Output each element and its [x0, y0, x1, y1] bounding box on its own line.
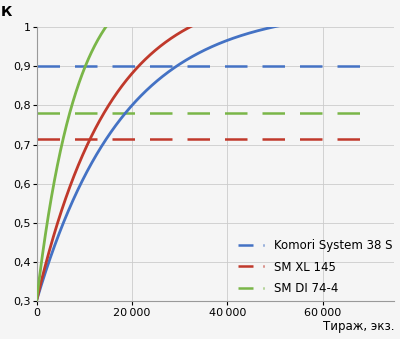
X-axis label: Тираж, экз.: Тираж, экз.	[323, 320, 394, 334]
Text: К: К	[1, 5, 12, 19]
Legend: Komori System 38 S, SM XL 145, SM DI 74-4: Komori System 38 S, SM XL 145, SM DI 74-…	[238, 239, 392, 295]
